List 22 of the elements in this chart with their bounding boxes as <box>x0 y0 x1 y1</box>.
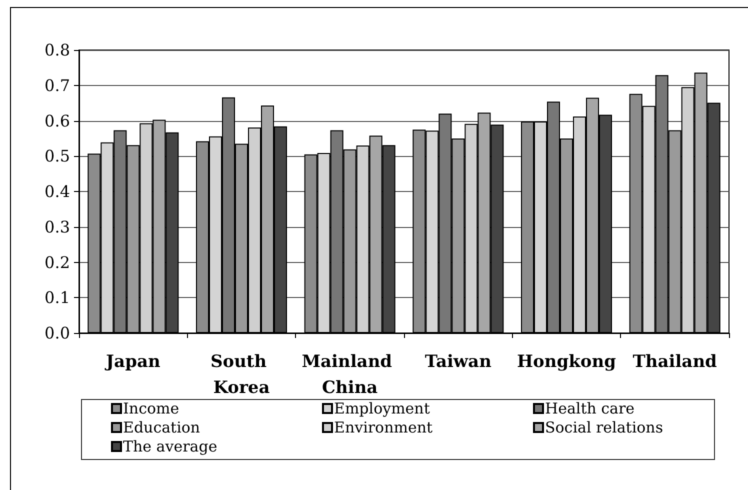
y-tick-label: 0.1 <box>44 288 70 308</box>
y-tick-label: 0.0 <box>44 324 70 342</box>
x-tick-label: Mainland China <box>302 352 398 398</box>
x-tick-label: Japan <box>104 352 160 372</box>
y-tick-label: 0.4 <box>44 182 70 201</box>
x-tick-label: Taiwan <box>424 352 492 372</box>
legend-label: Health care <box>545 400 635 418</box>
y-tick-label: 0.5 <box>44 146 70 166</box>
x-tick-label: Thailand <box>632 352 718 372</box>
x-tick-label: Hongkong <box>516 352 616 372</box>
legend-label: Social relations <box>545 418 664 436</box>
legend-label: Employment <box>334 400 430 418</box>
legend-label: Environment <box>334 418 433 436</box>
legend-label: The average <box>123 438 218 456</box>
y-tick-label: 0.2 <box>44 252 70 272</box>
x-tick-label: South Korea <box>210 352 273 398</box>
y-tick-label: 0.7 <box>44 76 70 95</box>
y-tick-label: 0.8 <box>44 40 70 60</box>
legend-label: Income <box>123 400 180 418</box>
legend-label: Education <box>123 418 200 436</box>
y-tick-label: 0.6 <box>44 111 70 130</box>
y-tick-label: 0.3 <box>44 217 70 236</box>
